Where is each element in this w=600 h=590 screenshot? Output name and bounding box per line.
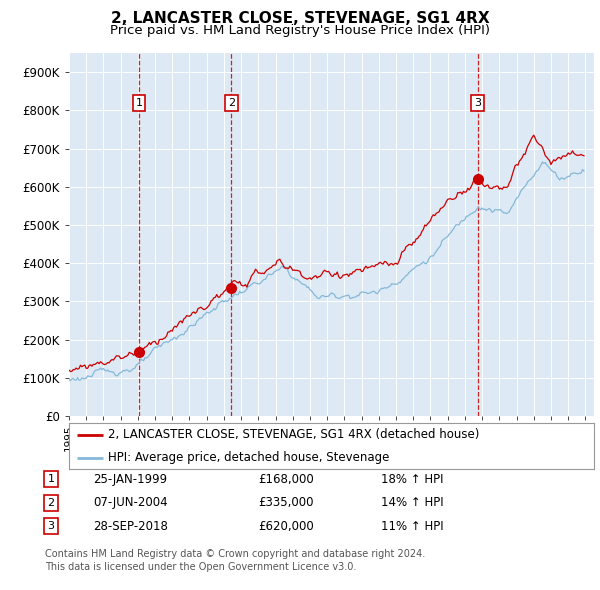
Text: This data is licensed under the Open Government Licence v3.0.: This data is licensed under the Open Gov… [45,562,356,572]
Text: 2: 2 [47,498,55,507]
Text: 2, LANCASTER CLOSE, STEVENAGE, SG1 4RX: 2, LANCASTER CLOSE, STEVENAGE, SG1 4RX [110,11,490,25]
Text: 25-JAN-1999: 25-JAN-1999 [93,473,167,486]
Text: HPI: Average price, detached house, Stevenage: HPI: Average price, detached house, Stev… [109,451,390,464]
Text: 18% ↑ HPI: 18% ↑ HPI [381,473,443,486]
Text: 11% ↑ HPI: 11% ↑ HPI [381,520,443,533]
Text: £335,000: £335,000 [258,496,314,509]
Text: £168,000: £168,000 [258,473,314,486]
Text: 2, LANCASTER CLOSE, STEVENAGE, SG1 4RX (detached house): 2, LANCASTER CLOSE, STEVENAGE, SG1 4RX (… [109,428,480,441]
Text: Contains HM Land Registry data © Crown copyright and database right 2024.: Contains HM Land Registry data © Crown c… [45,549,425,559]
Text: 2: 2 [228,98,235,108]
Text: 1: 1 [136,98,143,108]
Text: 1: 1 [47,474,55,484]
Text: £620,000: £620,000 [258,520,314,533]
Text: 14% ↑ HPI: 14% ↑ HPI [381,496,443,509]
Text: 3: 3 [474,98,481,108]
Text: 3: 3 [47,522,55,531]
Text: 28-SEP-2018: 28-SEP-2018 [93,520,168,533]
Text: Price paid vs. HM Land Registry's House Price Index (HPI): Price paid vs. HM Land Registry's House … [110,24,490,37]
Text: 07-JUN-2004: 07-JUN-2004 [93,496,167,509]
